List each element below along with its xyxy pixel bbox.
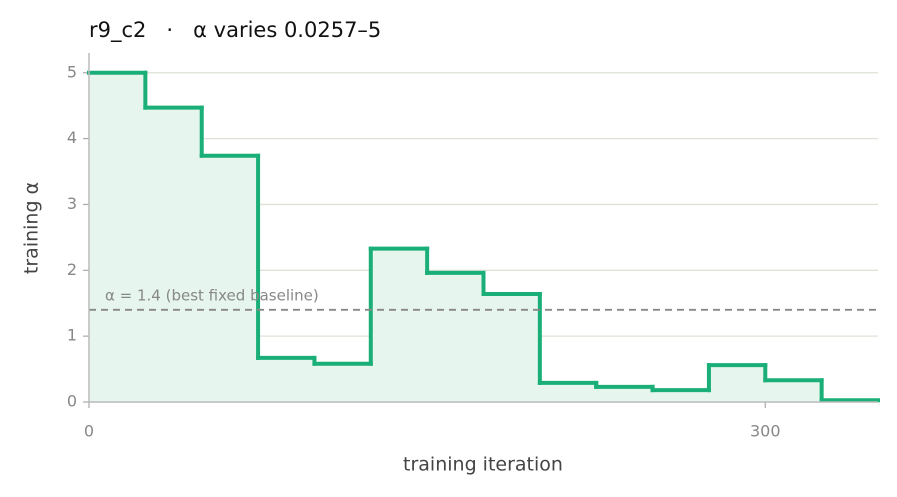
y-tick-label: 4	[67, 128, 77, 147]
chart-title: r9_c2 · α varies 0.0257–5	[89, 18, 381, 43]
y-tick-label: 0	[67, 392, 77, 411]
baseline-label: α = 1.4 (best fixed baseline)	[105, 286, 319, 304]
x-tick-label: 0	[84, 422, 94, 441]
y-tick-label: 1	[67, 326, 77, 345]
y-tick-label: 5	[67, 62, 77, 81]
y-axis-label: training α	[21, 182, 43, 274]
x-tick-label: 300	[750, 422, 781, 441]
y-tick-label: 3	[67, 194, 77, 213]
y-tick-label: 2	[67, 260, 77, 279]
x-axis-label: training iteration	[403, 454, 563, 476]
area-fill	[89, 72, 878, 403]
